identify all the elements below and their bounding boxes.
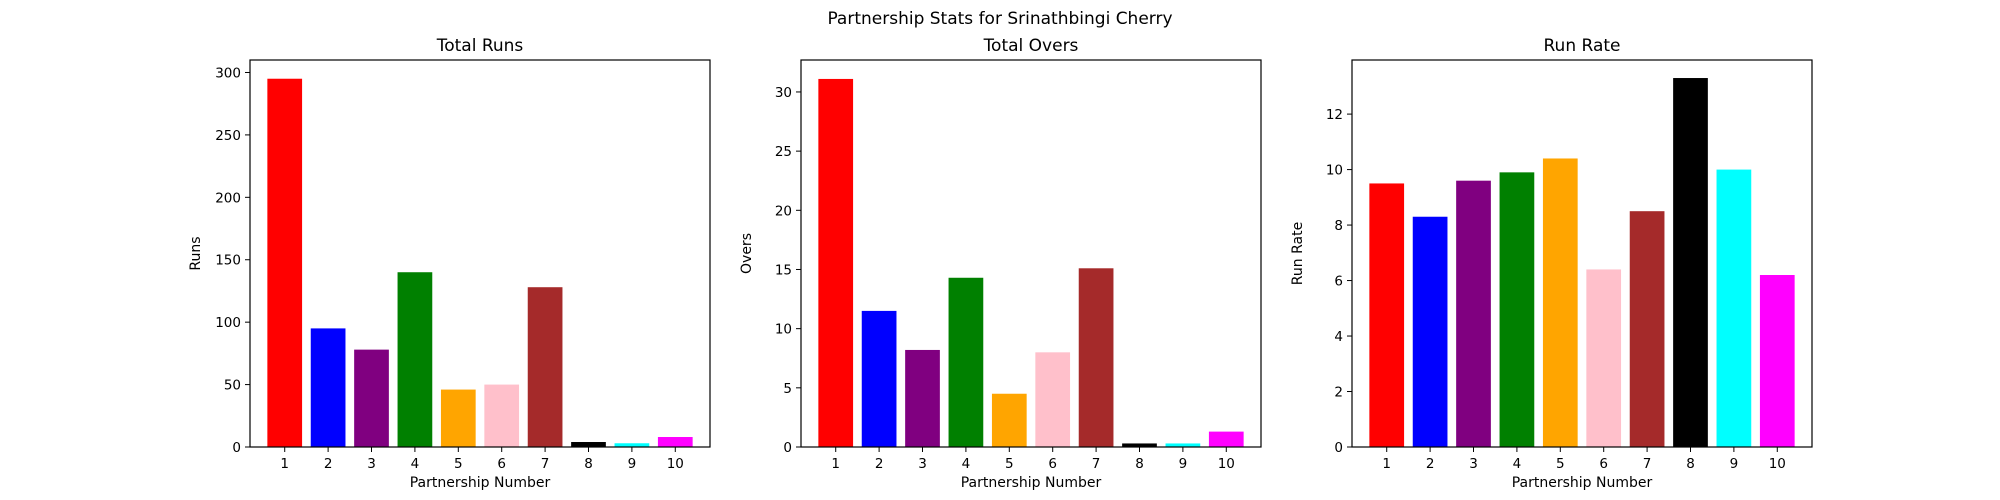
y-axis-label: Overs <box>739 233 755 274</box>
bar-3-4 <box>1499 172 1535 447</box>
y-tick-label: 250 <box>215 128 241 144</box>
x-tick-label: 4 <box>411 456 420 472</box>
x-tick-label: 7 <box>1643 456 1652 472</box>
y-tick-label: 12 <box>1326 107 1343 123</box>
x-tick-label: 2 <box>1426 456 1435 472</box>
x-tick-label: 1 <box>280 456 289 472</box>
bar-3-3 <box>1456 180 1491 447</box>
y-tick-label: 25 <box>775 144 792 160</box>
y-tick-label: 2 <box>1334 385 1343 401</box>
x-tick-label: 8 <box>1135 456 1144 472</box>
y-tick-label: 50 <box>224 378 241 394</box>
x-tick-label: 5 <box>454 456 463 472</box>
bar-3-10 <box>1759 275 1795 447</box>
y-tick-label: 4 <box>1334 329 1343 345</box>
x-tick-label: 5 <box>1005 456 1014 472</box>
x-tick-label: 2 <box>324 456 333 472</box>
bar-3-8 <box>1673 78 1708 447</box>
axes-frame <box>1351 59 1813 448</box>
bar-1-7 <box>527 287 563 447</box>
y-tick-label: 30 <box>775 85 792 101</box>
x-axis-label: Partnership Number <box>1512 475 1653 491</box>
x-tick-label: 10 <box>667 456 684 472</box>
x-tick-label: 7 <box>1092 456 1101 472</box>
x-tick-label: 6 <box>497 456 506 472</box>
x-tick-label: 2 <box>875 456 884 472</box>
x-tick-label: 1 <box>1382 456 1391 472</box>
axes-frame <box>800 59 1262 448</box>
y-tick-label: 0 <box>783 440 792 456</box>
y-tick-label: 200 <box>215 190 241 206</box>
bar-3-6 <box>1586 269 1622 447</box>
chart-title: Run Rate <box>1544 36 1621 56</box>
x-tick-label: 8 <box>584 456 593 472</box>
bar-3-2 <box>1412 216 1448 447</box>
y-tick-label: 20 <box>775 203 792 219</box>
bar-1-2 <box>310 328 346 447</box>
bar-3-9 <box>1716 169 1752 447</box>
bar-3-5 <box>1542 158 1578 448</box>
y-tick-label: 0 <box>232 440 241 456</box>
bar-1-6 <box>484 384 520 447</box>
x-tick-label: 3 <box>1469 456 1478 472</box>
y-tick-label: 100 <box>215 315 241 331</box>
x-tick-label: 10 <box>1218 456 1235 472</box>
x-tick-label: 5 <box>1556 456 1565 472</box>
x-tick-label: 10 <box>1769 456 1786 472</box>
y-tick-label: 150 <box>215 253 241 269</box>
x-axis-label: Partnership Number <box>961 475 1102 491</box>
bar-1-9 <box>614 443 650 447</box>
y-tick-label: 8 <box>1334 218 1343 234</box>
x-tick-label: 3 <box>918 456 927 472</box>
x-axis-label: Partnership Number <box>410 475 551 491</box>
x-tick-label: 6 <box>1599 456 1608 472</box>
x-tick-label: 4 <box>962 456 971 472</box>
bar-1-3 <box>354 349 389 447</box>
y-tick-label: 6 <box>1334 274 1343 290</box>
bar-1-5 <box>440 389 476 447</box>
y-axis-label: Run Rate <box>1290 222 1306 285</box>
bar-2-10 <box>1208 431 1244 447</box>
y-tick-label: 0 <box>1334 440 1343 456</box>
bar-2-5 <box>991 393 1027 447</box>
x-tick-label: 9 <box>1179 456 1188 472</box>
bar-3-1 <box>1369 183 1405 447</box>
chart-title: Total Overs <box>983 36 1079 56</box>
chart-title: Total Runs <box>436 36 524 56</box>
bar-3-7 <box>1629 211 1665 447</box>
axes-frame <box>249 59 711 448</box>
bar-2-3 <box>905 349 940 447</box>
bar-2-6 <box>1035 352 1071 447</box>
bar-2-8 <box>1122 443 1157 447</box>
y-tick-label: 10 <box>775 322 792 338</box>
x-tick-label: 4 <box>1513 456 1522 472</box>
y-tick-label: 15 <box>775 262 792 278</box>
bar-1-8 <box>571 442 606 447</box>
y-axis-label: Runs <box>188 236 204 270</box>
x-tick-label: 9 <box>1730 456 1739 472</box>
bar-2-7 <box>1078 268 1114 447</box>
x-tick-label: 9 <box>628 456 637 472</box>
x-tick-label: 8 <box>1686 456 1695 472</box>
bar-1-4 <box>397 272 433 447</box>
bar-2-4 <box>948 277 984 447</box>
bar-1-1 <box>267 78 303 447</box>
y-tick-label: 10 <box>1326 163 1343 179</box>
y-tick-label: 5 <box>783 381 792 397</box>
x-tick-label: 3 <box>367 456 376 472</box>
x-tick-label: 7 <box>541 456 550 472</box>
bar-2-2 <box>861 310 897 447</box>
bar-1-10 <box>657 437 693 447</box>
y-tick-label: 300 <box>215 65 241 81</box>
x-tick-label: 1 <box>831 456 840 472</box>
x-tick-label: 6 <box>1048 456 1057 472</box>
bar-2-1 <box>818 78 854 447</box>
figure-title: Partnership Stats for Srinathbingi Cherr… <box>827 9 1172 29</box>
bar-2-9 <box>1165 443 1201 447</box>
